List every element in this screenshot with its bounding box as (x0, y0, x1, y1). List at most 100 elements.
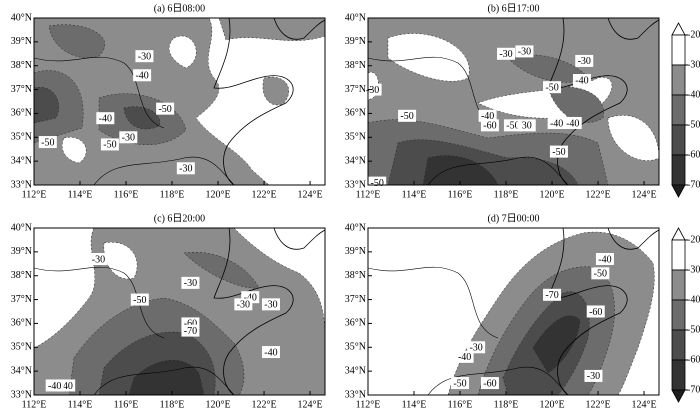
y-tick-label: 35°N (11, 132, 32, 143)
y-tick-label: 33°N (11, 389, 32, 400)
contour-label: -50 (453, 378, 466, 389)
contour-label-box (398, 109, 417, 122)
shade-region (218, 18, 325, 41)
y-tick-label: 40°N (345, 222, 366, 233)
contour-label: -30 (92, 254, 105, 265)
contour-label: -40 (244, 292, 257, 303)
y-tick-label: 40°N (11, 222, 32, 233)
contour-label: -40 (264, 347, 277, 358)
frame (33, 227, 326, 396)
contour-label: -70 (184, 326, 197, 337)
contour-label-box (135, 50, 154, 63)
contour-label-box (549, 145, 568, 158)
contour-label: -60 (483, 121, 496, 132)
shade-region (262, 76, 289, 106)
x-tick-label: 122°E (251, 189, 276, 200)
x-tick-label: 116°E (114, 399, 139, 409)
colorbar-label: -40 (687, 89, 700, 100)
y-tick-label: 36°N (11, 108, 32, 119)
y-tick-label: 38°N (11, 270, 32, 281)
x-tick-label: 122°E (251, 399, 276, 409)
contour-label-box (181, 276, 200, 289)
x-tick-label: 112°E (22, 399, 47, 409)
y-tick-label: 40°N (11, 12, 32, 23)
colorbar-segment (671, 329, 686, 361)
colorbar-cap (671, 22, 686, 36)
shade-region (34, 86, 59, 124)
y-tick-label: 33°N (345, 389, 366, 400)
x-tick-label: 124°E (631, 189, 656, 200)
y-tick-label: 36°N (345, 108, 366, 119)
x-tick-label: 120°E (205, 399, 230, 409)
contour-label: -30 (518, 47, 531, 58)
contour-label: -30 (587, 371, 600, 382)
contour-label-box (133, 69, 152, 82)
x-tick-label: 124°E (297, 399, 322, 409)
x-tick-label: 122°E (585, 189, 610, 200)
contour-label-box (261, 298, 280, 311)
contour-label: 30 (522, 121, 532, 132)
contour-label: -30 (237, 300, 250, 311)
colorbar-segment (671, 359, 686, 391)
contour-label: -40 (99, 113, 112, 124)
x-tick-label: 114°E (402, 399, 427, 409)
panel-title: (a) 6日08:00 (154, 3, 205, 14)
y-tick-label: 38°N (345, 60, 366, 71)
contour-label-box (543, 81, 562, 94)
map-panel: -30 -40 -50 -40 -30 -50 -50 -30 112°E 114°E 116°E 1… (11, 3, 326, 200)
shade-region (168, 35, 197, 69)
x-tick-label: 124°E (631, 399, 656, 409)
contour-label: -60 (589, 307, 602, 318)
contour-label: -40 (458, 352, 471, 363)
colorbar-segment (671, 239, 686, 271)
contour-label-box (515, 45, 534, 58)
contour-label-box (547, 116, 566, 129)
y-tick-label: 34°N (11, 365, 32, 376)
contour-label-box (517, 119, 536, 132)
shade-region (48, 24, 106, 59)
shading (368, 228, 659, 395)
colorbar-segment (671, 124, 686, 156)
contour-label-box (368, 176, 387, 189)
contour-label-box (181, 324, 200, 337)
coastline (213, 228, 294, 395)
contour-label: -50 (506, 121, 519, 132)
contour-label: -30 (578, 56, 591, 67)
contour-label-box (156, 102, 175, 115)
coastline (607, 18, 659, 40)
y-tick-label: 35°N (11, 342, 32, 353)
contour-label: -50 (545, 82, 558, 93)
contour-label: -30 (122, 133, 135, 144)
contour-label: -40 (60, 381, 73, 392)
coastline (273, 228, 325, 250)
shading (34, 228, 325, 395)
y-tick-label: 35°N (345, 342, 366, 353)
shade-region (128, 360, 205, 395)
colorbar-segment (671, 94, 686, 126)
colorbar-label: -60 (687, 149, 700, 160)
x-tick-label: 118°E (160, 399, 185, 409)
contour-label-box (234, 298, 253, 311)
colorbar: -20 -30 -40 -50 -60 -70 (671, 227, 700, 403)
y-tick-label: 37°N (11, 294, 32, 305)
x-tick-label: 118°E (494, 399, 519, 409)
x-tick-label: 112°E (356, 399, 381, 409)
x-tick-label: 118°E (494, 189, 519, 200)
contour-label: -50 (133, 295, 146, 306)
frame (367, 227, 660, 396)
colorbar-segment (671, 154, 686, 186)
contour-label: -70 (545, 290, 558, 301)
y-tick-label: 39°N (345, 246, 366, 257)
contour-label-box (96, 112, 115, 125)
shade-region (607, 115, 659, 161)
contour-label: -30 (366, 85, 379, 96)
contour-label: -60 (483, 378, 496, 389)
contour-label: -40 (48, 381, 61, 392)
colorbar-cap (671, 389, 686, 403)
colorbar-label: -60 (687, 354, 700, 365)
colorbar-label: -70 (687, 384, 700, 395)
y-tick-label: 36°N (11, 318, 32, 329)
contour-label-box (595, 253, 614, 266)
